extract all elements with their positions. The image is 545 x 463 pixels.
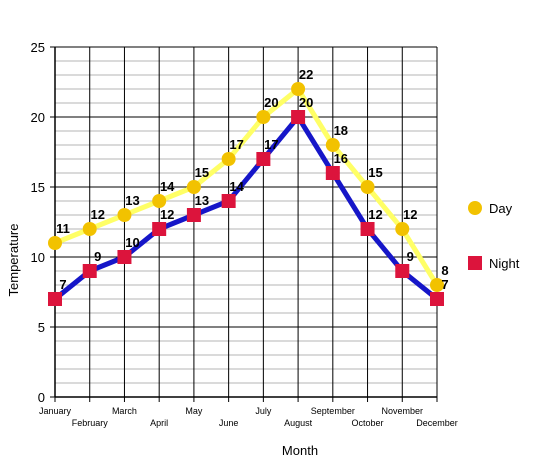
data-label-night: 7 — [441, 277, 448, 292]
x-tick-label: September — [311, 406, 355, 416]
data-label-night: 17 — [264, 137, 278, 152]
data-point-day — [221, 152, 236, 166]
data-point-day — [48, 236, 62, 250]
data-label-day: 14 — [160, 179, 175, 194]
y-tick-labels: 0 5 10 15 20 25 — [31, 40, 45, 405]
legend-label-day: Day — [489, 201, 513, 216]
x-tick-label: February — [72, 418, 109, 428]
data-point-night — [325, 166, 340, 180]
y-tick-label: 0 — [38, 390, 45, 405]
data-point-day — [291, 82, 306, 96]
legend-marker-day — [468, 201, 482, 215]
data-label-day: 17 — [229, 137, 243, 152]
series-lines — [52, 86, 440, 302]
data-point-night — [152, 222, 167, 236]
data-label-day: 11 — [56, 221, 70, 236]
x-tick-label: January — [39, 406, 72, 416]
data-point-day — [82, 222, 97, 236]
data-label-day: 13 — [125, 193, 139, 208]
data-point-night — [256, 152, 271, 166]
data-label-day: 12 — [90, 207, 104, 222]
data-label-night: 9 — [94, 249, 101, 264]
x-tick-label: June — [219, 418, 239, 428]
data-point-day — [395, 222, 410, 236]
axes — [54, 47, 437, 398]
data-label-night: 10 — [125, 235, 139, 250]
data-point-night — [430, 292, 444, 306]
data-label-day: 8 — [441, 263, 448, 278]
x-tick-label: October — [352, 418, 384, 428]
y-tick-label: 10 — [31, 250, 45, 265]
y-tick-label: 15 — [31, 180, 45, 195]
data-label-night: 12 — [160, 207, 174, 222]
x-tick-label: November — [382, 406, 424, 416]
data-label-day: 18 — [334, 123, 348, 138]
y-axis-label: Temperature — [6, 224, 21, 297]
data-point-night — [117, 250, 132, 264]
data-label-day: 12 — [403, 207, 417, 222]
data-point-night — [360, 222, 375, 236]
data-label-night: 14 — [229, 179, 244, 194]
x-axis-label: Month — [282, 443, 318, 458]
x-tick-label: March — [112, 406, 137, 416]
data-labels: 1112131415172022181512879101213141720161… — [56, 67, 448, 292]
data-point-night — [186, 208, 201, 222]
data-point-night — [395, 264, 410, 278]
data-label-day: 15 — [195, 165, 209, 180]
x-tick-label: December — [416, 418, 458, 428]
data-label-night: 13 — [195, 193, 209, 208]
data-label-night: 20 — [299, 95, 313, 110]
data-label-night: 12 — [368, 207, 382, 222]
data-label-night: 16 — [334, 151, 348, 166]
x-tick-label: August — [284, 418, 313, 428]
data-point-day — [186, 180, 201, 194]
data-label-night: 9 — [407, 249, 414, 264]
data-point-day — [256, 110, 271, 124]
data-point-day — [325, 138, 340, 152]
y-tick-label: 20 — [31, 110, 45, 125]
x-tick-label: July — [255, 406, 272, 416]
data-label-day: 22 — [299, 67, 313, 82]
y-tick-label: 25 — [31, 40, 45, 55]
data-point-night — [48, 292, 62, 306]
data-point-day — [360, 180, 375, 194]
data-point-night — [291, 110, 306, 124]
x-tick-label: April — [150, 418, 168, 428]
data-label-day: 20 — [264, 95, 278, 110]
vertical-gridlines — [54, 47, 438, 402]
legend-label-night: Night — [489, 256, 520, 271]
data-label-night: 7 — [59, 277, 66, 292]
legend: Day Night — [468, 201, 520, 271]
data-point-day — [430, 278, 444, 292]
legend-marker-night — [468, 256, 482, 270]
data-point-day — [152, 194, 167, 208]
y-tick-label: 5 — [38, 320, 45, 335]
data-label-day: 15 — [368, 165, 382, 180]
series-markers — [48, 82, 444, 306]
x-tick-label: May — [185, 406, 203, 416]
data-point-night — [82, 264, 97, 278]
data-point-night — [221, 194, 236, 208]
data-point-day — [117, 208, 132, 222]
